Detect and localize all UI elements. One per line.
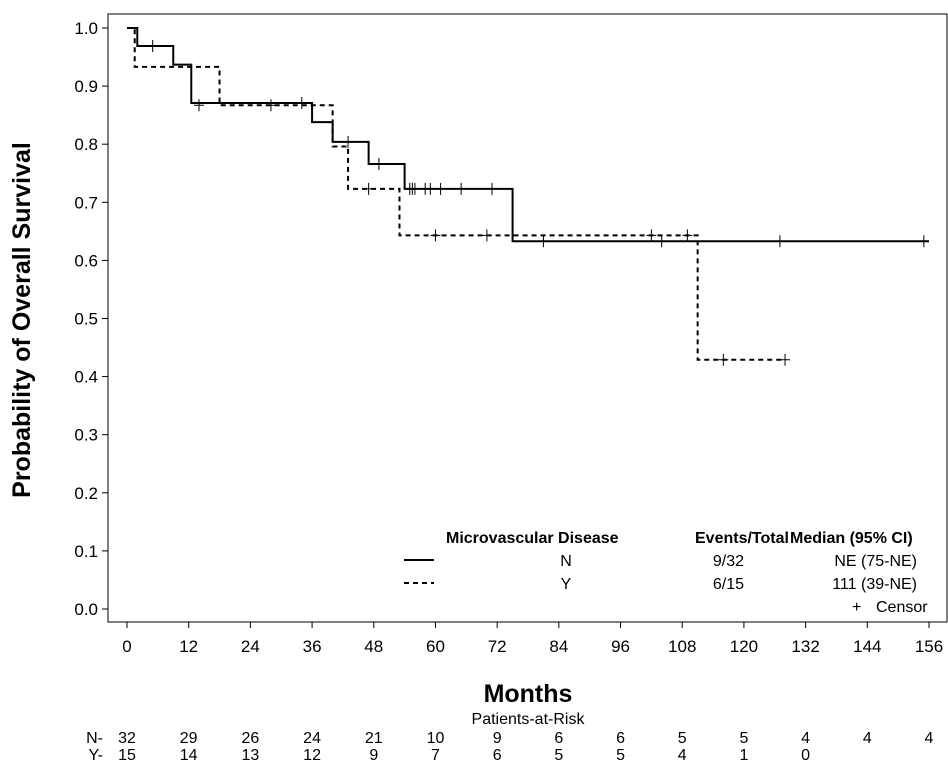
series-layer bbox=[127, 27, 929, 366]
x-tick-label: 156 bbox=[915, 637, 943, 656]
risk-value: 13 bbox=[241, 747, 259, 764]
risk-value: 24 bbox=[303, 730, 321, 747]
censor-mark bbox=[265, 99, 276, 112]
censor-mark bbox=[774, 235, 785, 248]
x-tick-label: 108 bbox=[668, 637, 696, 656]
x-axis-label: Months bbox=[484, 680, 573, 708]
risk-value: 4 bbox=[925, 730, 934, 747]
risk-value: 0 bbox=[801, 747, 810, 764]
legend-censor-symbol: + bbox=[852, 599, 861, 616]
series-N bbox=[127, 27, 929, 248]
censor-mark bbox=[425, 182, 436, 195]
censor-mark bbox=[481, 229, 492, 242]
risk-value: 29 bbox=[180, 730, 198, 747]
risk-value: 5 bbox=[678, 730, 687, 747]
y-tick-label: 0.7 bbox=[74, 193, 98, 212]
legend-median: NE (75-NE) bbox=[834, 553, 917, 570]
x-tick-label: 144 bbox=[853, 637, 881, 656]
censor-mark bbox=[435, 182, 446, 195]
y-tick-label: 0.9 bbox=[74, 77, 98, 96]
legend-censor-label: Censor bbox=[876, 599, 928, 616]
y-axis-label: Probability of Overall Survival bbox=[8, 142, 36, 498]
risk-value: 15 bbox=[118, 747, 136, 764]
legend-median: 111 (39-NE) bbox=[832, 576, 917, 593]
censor-mark bbox=[430, 229, 441, 242]
x-axis: 0 12 24 36 48 60 72 84 96 108 120 132 144 156 bbox=[122, 622, 943, 656]
risk-value: 32 bbox=[118, 730, 136, 747]
y-tick-label: 0.1 bbox=[74, 542, 98, 561]
risk-value: 4 bbox=[678, 747, 687, 764]
censor-mark bbox=[409, 182, 420, 195]
risk-value: 6 bbox=[616, 730, 625, 747]
x-tick-label: 120 bbox=[730, 637, 758, 656]
risk-value: 26 bbox=[241, 730, 259, 747]
y-tick-label: 0.6 bbox=[74, 251, 98, 270]
censor-mark bbox=[343, 135, 354, 148]
x-tick-label: 132 bbox=[791, 637, 819, 656]
risk-value: 5 bbox=[616, 747, 625, 764]
x-tick-label: 60 bbox=[426, 637, 445, 656]
risk-value: 6 bbox=[493, 747, 502, 764]
y-tick-label: 0.4 bbox=[74, 368, 98, 387]
y-axis: 0.0 0.1 0.2 0.3 0.4 0.5 0.6 0.7 0.8 0.9 1.0 bbox=[74, 19, 108, 619]
y-tick-label: 0.5 bbox=[74, 310, 98, 329]
censor-mark bbox=[363, 182, 374, 195]
censor-mark bbox=[682, 229, 693, 242]
y-tick-label: 0.2 bbox=[74, 484, 98, 503]
censor-mark bbox=[296, 96, 307, 109]
risk-value: 5 bbox=[739, 730, 748, 747]
risk-row-label: N- bbox=[86, 730, 103, 747]
y-tick-label: 0.0 bbox=[74, 600, 98, 619]
x-tick-label: 24 bbox=[241, 637, 260, 656]
risk-value: 5 bbox=[554, 747, 563, 764]
risk-value: 7 bbox=[431, 747, 440, 764]
risk-value: 9 bbox=[493, 730, 502, 747]
risk-table-title: Patients-at-Risk bbox=[472, 711, 586, 728]
censor-mark bbox=[147, 40, 158, 53]
risk-value: 10 bbox=[427, 730, 445, 747]
censor-mark bbox=[373, 157, 384, 170]
censor-mark bbox=[193, 99, 204, 112]
censor-mark bbox=[656, 235, 667, 248]
y-tick-label: 1.0 bbox=[74, 19, 98, 38]
risk-value: 14 bbox=[180, 747, 198, 764]
y-tick-label: 0.3 bbox=[74, 426, 98, 445]
censor-mark bbox=[538, 235, 549, 248]
x-tick-label: 72 bbox=[488, 637, 507, 656]
censor-mark bbox=[646, 229, 657, 242]
legend-header: Microvascular Disease bbox=[446, 530, 619, 547]
survival-curve-Y bbox=[127, 27, 786, 361]
series-Y bbox=[127, 27, 791, 366]
x-tick-label: 84 bbox=[549, 637, 568, 656]
survival-curve-N bbox=[127, 27, 929, 243]
censor-mark bbox=[487, 182, 498, 195]
legend-group: N bbox=[560, 553, 572, 570]
risk-row-label: Y- bbox=[88, 747, 103, 764]
legend-events: 6/15 bbox=[713, 576, 744, 593]
risk-value: 1 bbox=[739, 747, 748, 764]
risk-value: 9 bbox=[369, 747, 378, 764]
legend-events: 9/32 bbox=[713, 553, 744, 570]
legend-header: Events/Total bbox=[695, 530, 789, 547]
censor-mark bbox=[918, 235, 929, 248]
risk-value: 6 bbox=[554, 730, 563, 747]
censor-mark bbox=[718, 353, 729, 366]
x-tick-label: 0 bbox=[122, 637, 131, 656]
x-tick-label: 12 bbox=[179, 637, 198, 656]
risk-value: 4 bbox=[863, 730, 872, 747]
censor-mark bbox=[456, 182, 467, 195]
x-tick-label: 96 bbox=[611, 637, 630, 656]
risk-value: 12 bbox=[303, 747, 321, 764]
y-tick-label: 0.8 bbox=[74, 135, 98, 154]
risk-value: 4 bbox=[801, 730, 810, 747]
censor-mark bbox=[780, 353, 791, 366]
legend-group: Y bbox=[561, 576, 572, 593]
x-tick-label: 36 bbox=[303, 637, 322, 656]
legend: Microvascular Disease Events/Total Median … bbox=[404, 530, 928, 616]
risk-value: 21 bbox=[365, 730, 383, 747]
x-tick-label: 48 bbox=[364, 637, 383, 656]
legend-header: Median (95% CI) bbox=[790, 530, 913, 547]
